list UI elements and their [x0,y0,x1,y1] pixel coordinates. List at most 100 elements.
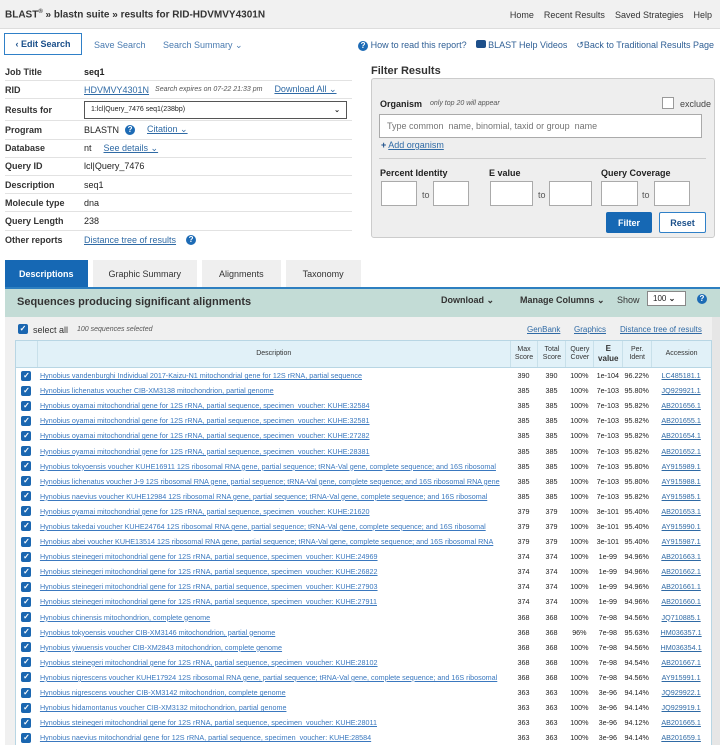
distance-tree-link[interactable]: Distance tree of results [84,234,177,245]
filter-button[interactable]: Filter [606,212,652,233]
row-checkbox[interactable]: ✓ [21,491,32,502]
row-checkbox[interactable]: ✓ [21,446,32,457]
accession-link[interactable]: AB201665.1 [661,718,701,728]
header-total-score[interactable]: Total Score [537,341,565,367]
row-checkbox[interactable]: ✓ [21,672,32,683]
description-link[interactable]: Hynobius yiwuensis voucher CIB-XM2843 mi… [39,642,283,652]
row-checkbox[interactable]: ✓ [21,400,32,411]
evalue-min[interactable] [490,181,533,206]
description-link[interactable]: Hynobius tokyoensis voucher KUHE16911 12… [39,461,496,471]
accession-link[interactable]: AY915988.1 [661,476,701,486]
header-description[interactable]: Description [36,341,510,367]
query-coverage-min[interactable] [601,181,638,206]
row-checkbox[interactable]: ✓ [21,612,32,623]
description-link[interactable]: Hynobius abei voucher KUHE13514 12S ribo… [39,537,494,547]
row-checkbox[interactable]: ✓ [21,415,32,426]
manage-columns-dropdown[interactable]: Manage Columns ⌄ [520,295,605,305]
accession-link[interactable]: AB201663.1 [661,552,701,562]
row-checkbox[interactable]: ✓ [21,430,32,441]
accession-link[interactable]: AB201652.1 [661,446,701,456]
percent-identity-max[interactable] [433,181,469,206]
organism-input[interactable] [379,114,702,138]
header-query-cover[interactable]: Query Cover [565,341,593,367]
description-link[interactable]: Hynobius oyamai mitochondrial gene for 1… [39,431,370,441]
back-traditional-link[interactable]: ↺Back to Traditional Results Page [576,40,714,51]
description-link[interactable]: Hynobius oyamai mitochondrial gene for 1… [39,506,370,516]
rid-link[interactable]: HDVMVY4301N [84,84,150,95]
row-checkbox[interactable]: ✓ [21,506,32,517]
row-checkbox[interactable]: ✓ [21,596,32,607]
accession-link[interactable]: LC485181.1 [661,371,701,381]
accession-link[interactable]: HM036354.1 [660,642,702,652]
description-link[interactable]: Hynobius chinensis mitochondrion, comple… [39,612,211,622]
nav-recent-results[interactable]: Recent Results [543,10,605,20]
accession-link[interactable]: AY915990.1 [661,521,701,531]
row-checkbox[interactable]: ✓ [21,627,32,638]
row-checkbox[interactable]: ✓ [21,717,32,728]
row-checkbox[interactable]: ✓ [21,536,32,547]
genbank-link[interactable]: GenBank [527,325,561,334]
tab-graphic-summary[interactable]: Graphic Summary [92,260,198,288]
tab-alignments[interactable]: Alignments [202,260,281,288]
see-details-dropdown[interactable]: See details ⌄ [103,142,159,153]
header-evalue[interactable]: E value [593,341,622,367]
description-link[interactable]: Hynobius steinegeri mitochondrial gene f… [39,657,378,667]
tab-taxonomy[interactable]: Taxonomy [285,260,361,288]
description-link[interactable]: Hynobius oyamai mitochondrial gene for 1… [39,416,370,426]
accession-link[interactable]: AB201655.1 [661,416,701,426]
description-link[interactable]: Hynobius takedai voucher KUHE24764 12S r… [39,521,486,531]
row-checkbox[interactable]: ✓ [21,732,32,743]
accession-link[interactable]: AB201659.1 [661,733,701,743]
evalue-max[interactable] [549,181,592,206]
accession-link[interactable]: AY915991.1 [661,672,701,682]
accession-link[interactable]: AB201656.1 [661,401,701,411]
description-link[interactable]: Hynobius steinegeri mitochondrial gene f… [39,552,378,562]
description-link[interactable]: Hynobius lichenatus voucher CIB-XM3138 m… [39,386,274,396]
edit-search-button[interactable]: ‹ Edit Search [4,33,82,55]
row-checkbox[interactable]: ✓ [21,476,32,487]
row-checkbox[interactable]: ✓ [21,642,32,653]
nav-home[interactable]: Home [509,10,534,20]
nav-saved-strategies[interactable]: Saved Strategies [614,10,684,20]
add-organism-link[interactable]: + Add organism [381,140,444,150]
row-checkbox[interactable]: ✓ [21,370,32,381]
row-checkbox[interactable]: ✓ [21,521,32,532]
accession-link[interactable]: AB201661.1 [661,582,701,592]
description-link[interactable]: Hynobius steinegeri mitochondrial gene f… [39,582,378,592]
description-link[interactable]: Hynobius steinegeri mitochondrial gene f… [39,597,378,607]
header-max-score[interactable]: Max Score [509,341,538,367]
results-for-select[interactable]: 1:lcl|Query_7476 seq1(238bp) ⌄ [84,100,347,119]
accession-link[interactable]: AB201653.1 [661,506,701,516]
show-count-select[interactable]: 100 ⌄ [647,291,686,306]
description-link[interactable]: Hynobius steinegeri mitochondrial gene f… [39,718,378,728]
tab-descriptions[interactable]: Descriptions [5,260,88,288]
blast-home-link[interactable]: BLAST [5,9,39,21]
header-per-ident[interactable]: Per. Ident [622,341,651,367]
help-videos-link[interactable]: BLAST Help Videos [475,40,567,51]
search-summary-dropdown[interactable]: Search Summary ⌄ [163,40,243,50]
download-all-dropdown[interactable]: Download All ⌄ [274,84,337,95]
row-checkbox[interactable]: ✓ [21,385,32,396]
question-icon[interactable]: ? [697,294,707,304]
row-checkbox[interactable]: ✓ [21,702,32,713]
row-checkbox[interactable]: ✓ [21,551,32,562]
accession-link[interactable]: AB201667.1 [661,657,701,667]
description-link[interactable]: Hynobius oyamai mitochondrial gene for 1… [39,446,370,456]
description-link[interactable]: Hynobius nigrescens voucher KUHE17924 12… [39,672,498,682]
percent-identity-min[interactable] [381,181,417,206]
accession-link[interactable]: JQ710885.1 [661,612,701,622]
description-link[interactable]: Hynobius tokyoensis voucher CIB-XM3146 m… [39,627,276,637]
exclude-checkbox[interactable] [662,97,674,109]
description-link[interactable]: Hynobius vandenburghi Individual 2017-Ka… [39,371,362,381]
query-coverage-max[interactable] [654,181,690,206]
download-dropdown[interactable]: Download ⌄ [441,295,495,305]
distance-tree-link[interactable]: Distance tree of results [620,325,702,334]
description-link[interactable]: Hynobius steinegeri mitochondrial gene f… [39,567,378,577]
description-link[interactable]: Hynobius hidamontanus voucher CIB-XM3132… [39,703,287,713]
accession-link[interactable]: AY915989.1 [661,461,701,471]
description-link[interactable]: Hynobius lichenatus voucher J-9 12S ribo… [39,476,500,486]
accession-link[interactable]: JQ929922.1 [661,688,701,698]
row-checkbox[interactable]: ✓ [21,461,32,472]
accession-link[interactable]: HM036357.1 [660,627,702,637]
description-link[interactable]: Hynobius nigrescens voucher CIB-XM3142 m… [39,688,286,698]
